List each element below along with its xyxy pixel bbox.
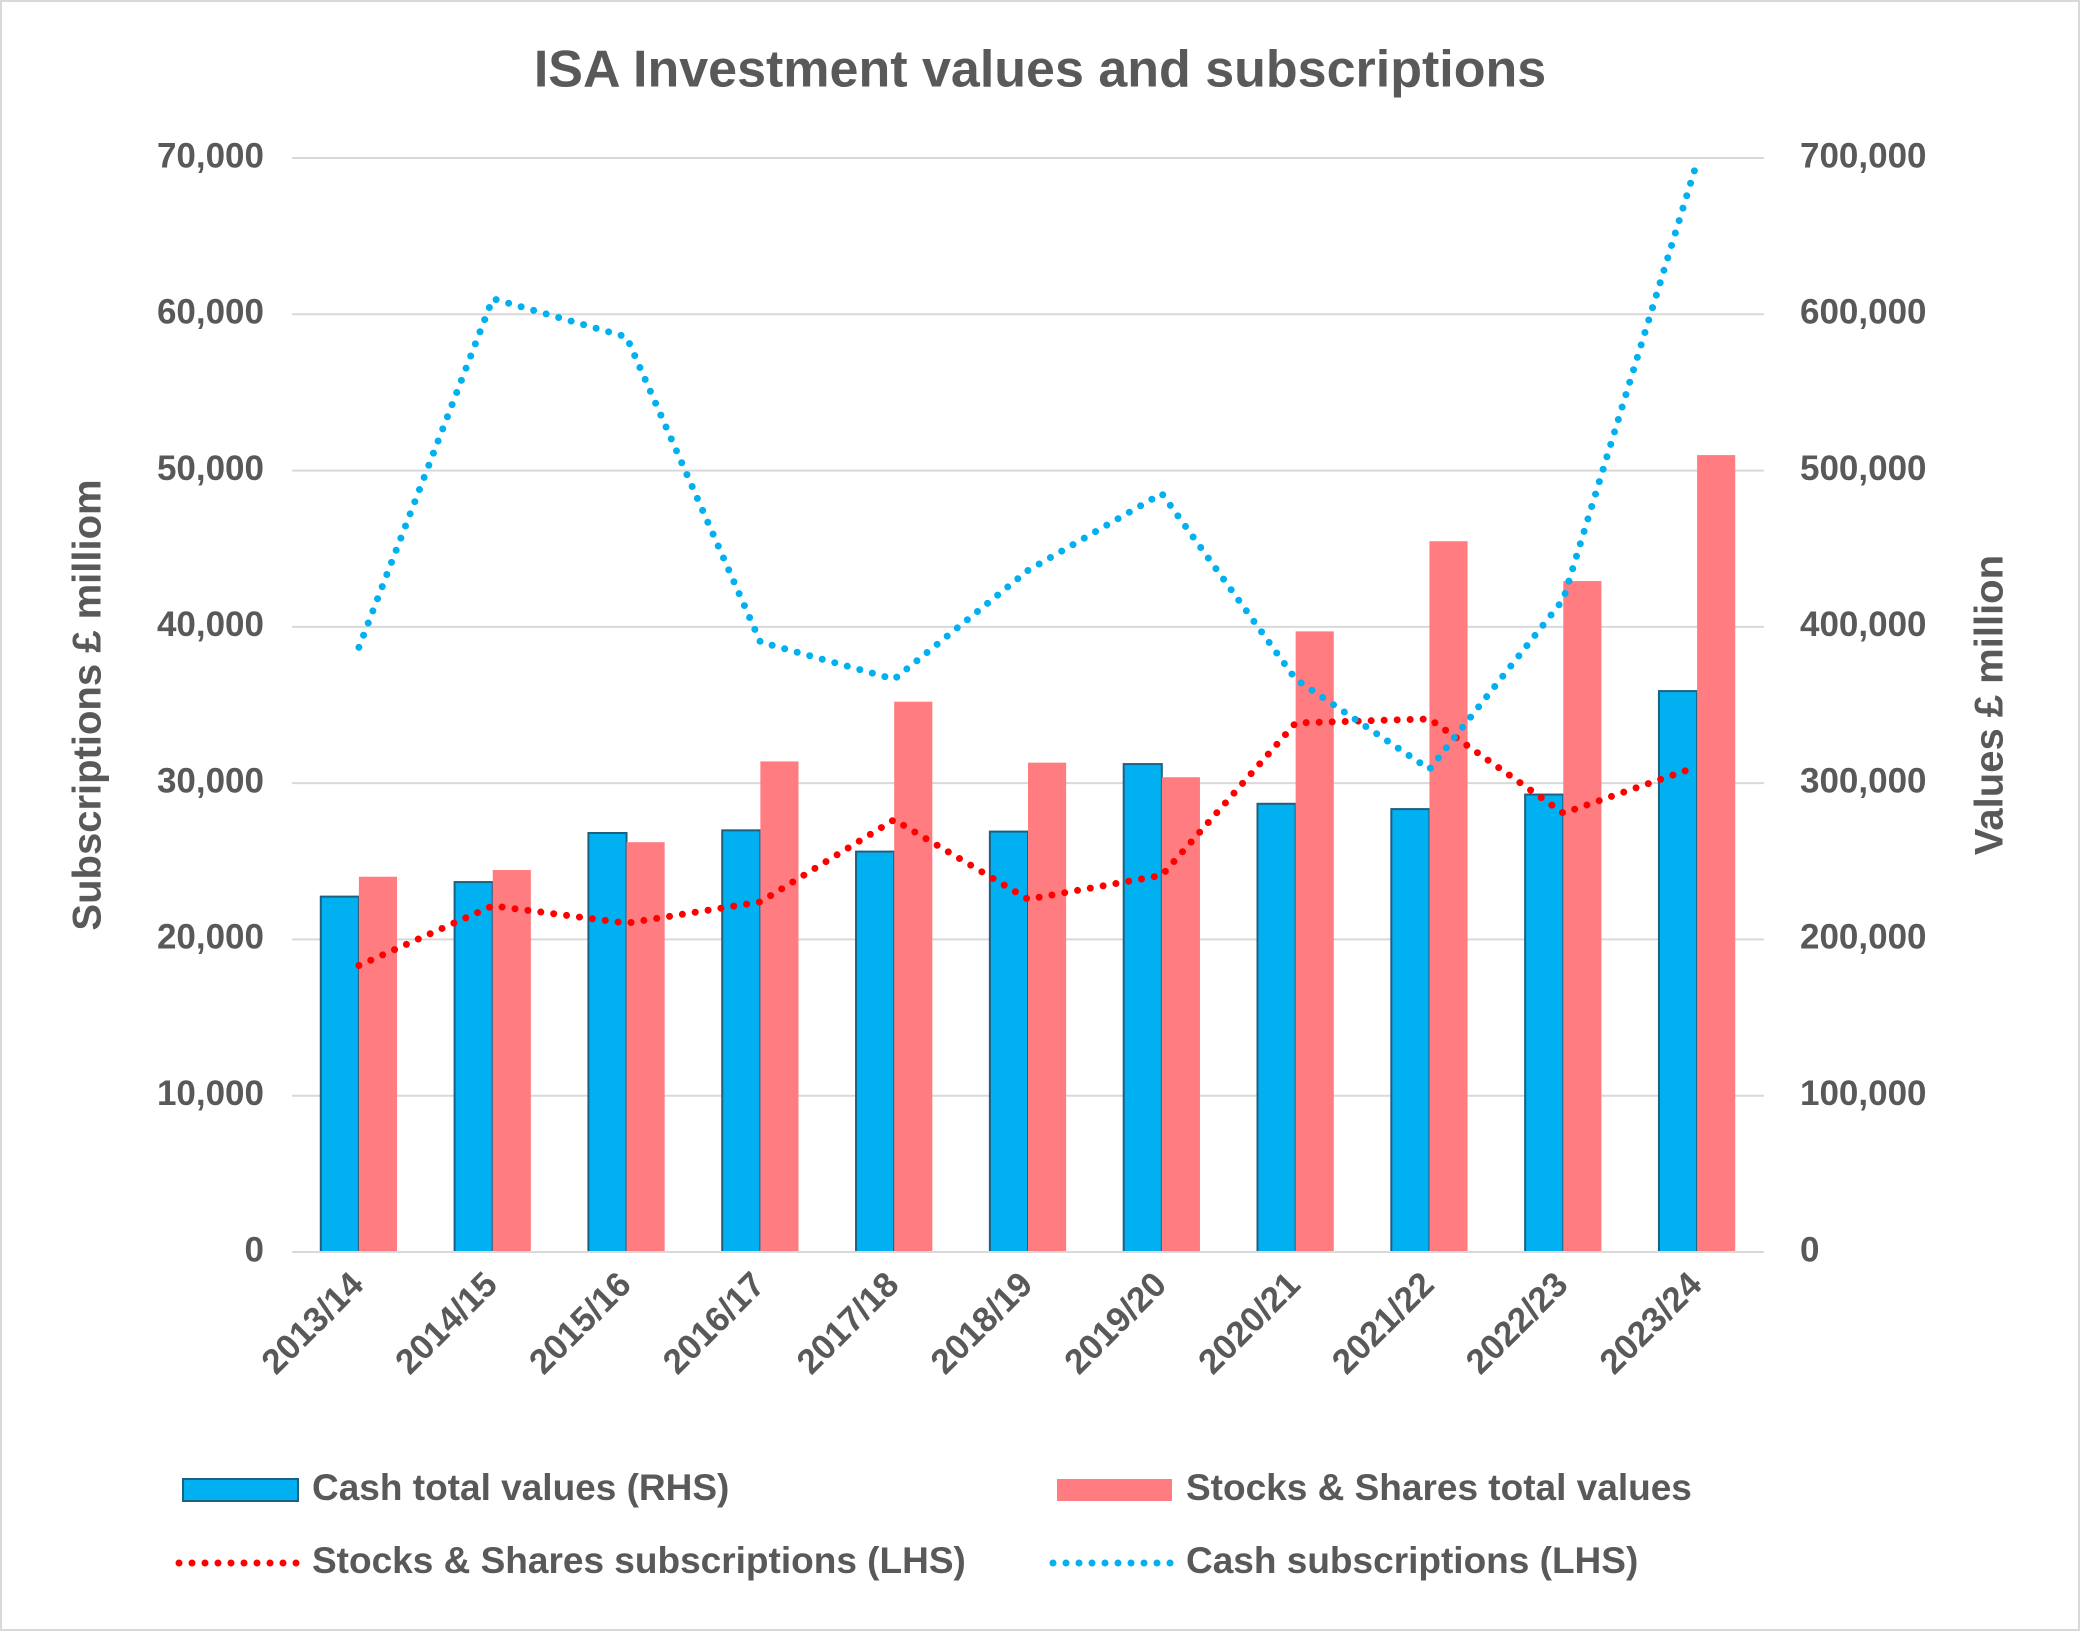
y2-tick-label: 300,000 xyxy=(1800,761,1927,800)
legend-label: Stocks & Shares total values xyxy=(1186,1467,1692,1508)
y-axis-title: Subscriptions £ milliom xyxy=(66,479,110,930)
y2-tick-label: 100,000 xyxy=(1800,1074,1927,1113)
bar xyxy=(855,850,896,1253)
legend-label: Cash total values (RHS) xyxy=(312,1467,729,1508)
bar xyxy=(1429,541,1468,1252)
bar xyxy=(894,701,933,1252)
legend-swatch xyxy=(1057,1479,1172,1501)
bar xyxy=(1657,690,1699,1253)
y2-tick-label: 0 xyxy=(1800,1230,1819,1269)
bar xyxy=(1697,455,1736,1253)
y-tick-label: 70,000 xyxy=(157,136,264,175)
bar xyxy=(1122,763,1163,1253)
y-tick-label: 30,000 xyxy=(157,761,264,800)
y2-tick-label: 400,000 xyxy=(1800,605,1927,644)
bar xyxy=(1390,808,1431,1254)
bar xyxy=(760,761,799,1252)
y-tick-label: 50,000 xyxy=(157,449,264,488)
bar xyxy=(1295,631,1334,1252)
y-tick-label: 0 xyxy=(245,1230,264,1269)
legend-swatch xyxy=(182,1478,299,1502)
bar xyxy=(492,870,531,1252)
bar xyxy=(587,831,628,1253)
bar xyxy=(358,876,398,1252)
y-tick-label: 60,000 xyxy=(157,293,264,332)
y-tick-label: 40,000 xyxy=(157,605,264,644)
y2-tick-label: 500,000 xyxy=(1800,449,1927,488)
y2-tick-label: 700,000 xyxy=(1800,136,1927,175)
bar xyxy=(319,895,360,1253)
bar xyxy=(1524,793,1565,1253)
bar xyxy=(988,830,1029,1253)
chart-title: ISA Investment values and subscriptions xyxy=(534,41,1546,99)
y2-axis-title: Values £ million xyxy=(1968,555,2012,855)
line-series xyxy=(355,158,1701,773)
bar xyxy=(626,842,665,1252)
bar xyxy=(721,829,762,1253)
y-tick-label: 10,000 xyxy=(157,1074,264,1113)
legend-label: Stocks & Shares subscriptions (LHS) xyxy=(312,1540,966,1581)
line-series xyxy=(355,715,1701,970)
legend-label: Cash subscriptions (LHS) xyxy=(1186,1540,1638,1581)
bar xyxy=(1563,581,1602,1252)
y-tick-label: 20,000 xyxy=(157,918,264,957)
y2-tick-label: 200,000 xyxy=(1800,918,1927,957)
bar xyxy=(1256,802,1297,1253)
bar xyxy=(453,881,494,1253)
bar xyxy=(1028,762,1067,1252)
bar xyxy=(1161,777,1200,1252)
y2-tick-label: 600,000 xyxy=(1800,293,1927,332)
